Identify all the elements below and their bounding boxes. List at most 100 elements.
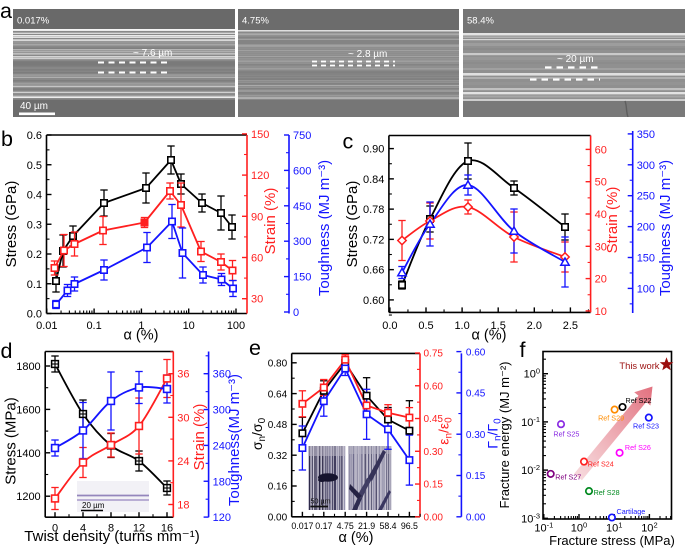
svg-text:12: 12 <box>133 523 145 535</box>
svg-text:Toughness (MJ m⁻³): Toughness (MJ m⁻³) <box>657 160 674 296</box>
svg-text:10: 10 <box>183 320 195 332</box>
svg-text:0.78: 0.78 <box>363 204 384 216</box>
svg-text:18: 18 <box>177 500 189 512</box>
svg-text:Toughness(MJ m⁻³): Toughness(MJ m⁻³) <box>226 374 243 506</box>
svg-text:90: 90 <box>251 211 263 223</box>
svg-text:~ 7.6 µm: ~ 7.6 µm <box>133 48 172 59</box>
svg-text:Stress (GPa): Stress (GPa) <box>344 181 361 268</box>
svg-text:0.60: 0.60 <box>466 347 486 358</box>
svg-text:0.45: 0.45 <box>424 414 444 425</box>
svg-text:0.3: 0.3 <box>27 219 42 231</box>
svg-text:0.16: 0.16 <box>268 482 288 493</box>
svg-text:0.00: 0.00 <box>268 513 288 524</box>
svg-text:0.15: 0.15 <box>424 480 444 491</box>
svg-text:0.017: 0.017 <box>291 521 313 531</box>
svg-text:0.80: 0.80 <box>268 359 288 370</box>
svg-text:0.30: 0.30 <box>466 430 486 441</box>
svg-text:σn/σ0: σn/σ0 <box>249 417 268 450</box>
svg-text:250: 250 <box>637 191 655 203</box>
svg-text:30: 30 <box>595 241 607 253</box>
svg-text:0.75: 0.75 <box>424 349 444 360</box>
svg-text:40: 40 <box>595 209 607 221</box>
svg-text:1.5: 1.5 <box>491 320 506 332</box>
svg-text:1200: 1200 <box>16 491 40 503</box>
svg-text:f: f <box>520 338 526 362</box>
svg-text:Ref S24: Ref S24 <box>588 460 614 469</box>
svg-text:0: 0 <box>293 307 299 319</box>
svg-text:150: 150 <box>251 129 269 141</box>
svg-text:0.4: 0.4 <box>27 190 42 202</box>
svg-text:240: 240 <box>213 440 231 452</box>
svg-text:0.17: 0.17 <box>315 521 332 531</box>
svg-text:20: 20 <box>595 274 607 286</box>
svg-text:d: d <box>1 339 13 363</box>
svg-text:4.75: 4.75 <box>337 521 354 531</box>
svg-text:0.66: 0.66 <box>363 265 384 277</box>
svg-text:0.6: 0.6 <box>27 130 42 142</box>
svg-text:0.2: 0.2 <box>27 249 42 261</box>
svg-text:Ref S22: Ref S22 <box>626 396 652 405</box>
svg-text:0.60: 0.60 <box>424 381 444 392</box>
svg-text:8: 8 <box>108 523 114 535</box>
svg-text:350: 350 <box>637 129 655 141</box>
svg-text:α (%): α (%) <box>339 530 374 546</box>
svg-text:Fracture energy (MJ m⁻²): Fracture energy (MJ m⁻²) <box>497 362 512 509</box>
svg-text:2.0: 2.0 <box>527 320 542 332</box>
svg-text:e: e <box>249 336 261 360</box>
svg-text:Ref S26: Ref S26 <box>625 443 651 452</box>
svg-text:0.0: 0.0 <box>27 309 42 321</box>
svg-text:300: 300 <box>213 405 231 417</box>
svg-text:0.72: 0.72 <box>363 234 384 246</box>
svg-text:Stress (MPa): Stress (MPa) <box>3 397 20 485</box>
svg-text:Ref S23: Ref S23 <box>633 422 659 431</box>
svg-text:0.84: 0.84 <box>363 174 384 186</box>
svg-text:600: 600 <box>293 165 311 177</box>
svg-text:180: 180 <box>213 476 231 488</box>
svg-text:120: 120 <box>213 512 231 524</box>
svg-text:360: 360 <box>213 369 231 381</box>
svg-text:0.5: 0.5 <box>418 320 433 332</box>
svg-text:~ 20 µm: ~ 20 µm <box>557 54 594 65</box>
svg-text:20 µm: 20 µm <box>82 501 105 510</box>
svg-text:0.0: 0.0 <box>382 320 397 332</box>
svg-text:Twist density (turns mm⁻¹): Twist density (turns mm⁻¹) <box>24 528 199 545</box>
svg-text:58.4%: 58.4% <box>467 16 494 27</box>
svg-text:4.75%: 4.75% <box>242 16 269 27</box>
svg-text:Stress (GPa): Stress (GPa) <box>3 181 20 268</box>
svg-text:Cartilage: Cartilage <box>617 507 646 516</box>
svg-text:36: 36 <box>177 369 189 381</box>
svg-text:30: 30 <box>251 294 263 306</box>
svg-text:24: 24 <box>177 456 189 468</box>
svg-text:1: 1 <box>138 320 144 332</box>
svg-text:0.45: 0.45 <box>466 389 486 400</box>
svg-text:0.48: 0.48 <box>268 420 288 431</box>
svg-text:10: 10 <box>595 306 607 318</box>
svg-text:60: 60 <box>251 253 263 265</box>
svg-text:Strain (%): Strain (%) <box>191 404 208 471</box>
svg-text:0: 0 <box>52 523 58 535</box>
svg-text:30: 30 <box>177 412 189 424</box>
svg-text:300: 300 <box>293 236 311 248</box>
svg-text:150: 150 <box>637 253 655 265</box>
svg-text:0.00: 0.00 <box>466 513 486 524</box>
svg-text:0.01: 0.01 <box>36 320 57 332</box>
svg-text:1800: 1800 <box>16 361 40 373</box>
svg-text:750: 750 <box>293 130 311 142</box>
svg-text:α (%): α (%) <box>124 328 159 344</box>
svg-text:Ref S25: Ref S25 <box>553 430 579 439</box>
svg-text:450: 450 <box>293 201 311 213</box>
svg-text:200: 200 <box>637 222 655 234</box>
svg-text:c: c <box>343 130 354 154</box>
svg-text:a: a <box>0 0 12 23</box>
svg-text:96.5: 96.5 <box>401 521 418 531</box>
svg-text:100: 100 <box>227 320 245 332</box>
svg-text:0.5: 0.5 <box>27 160 42 172</box>
svg-text:0.30: 0.30 <box>424 447 444 458</box>
svg-text:This work: This work <box>619 360 659 371</box>
svg-text:300: 300 <box>637 160 655 172</box>
svg-text:1600: 1600 <box>16 404 40 416</box>
svg-text:0.90: 0.90 <box>363 144 384 156</box>
svg-text:~ 2.8 µm: ~ 2.8 µm <box>348 49 387 60</box>
svg-text:120: 120 <box>251 170 269 182</box>
svg-text:b: b <box>1 127 13 151</box>
